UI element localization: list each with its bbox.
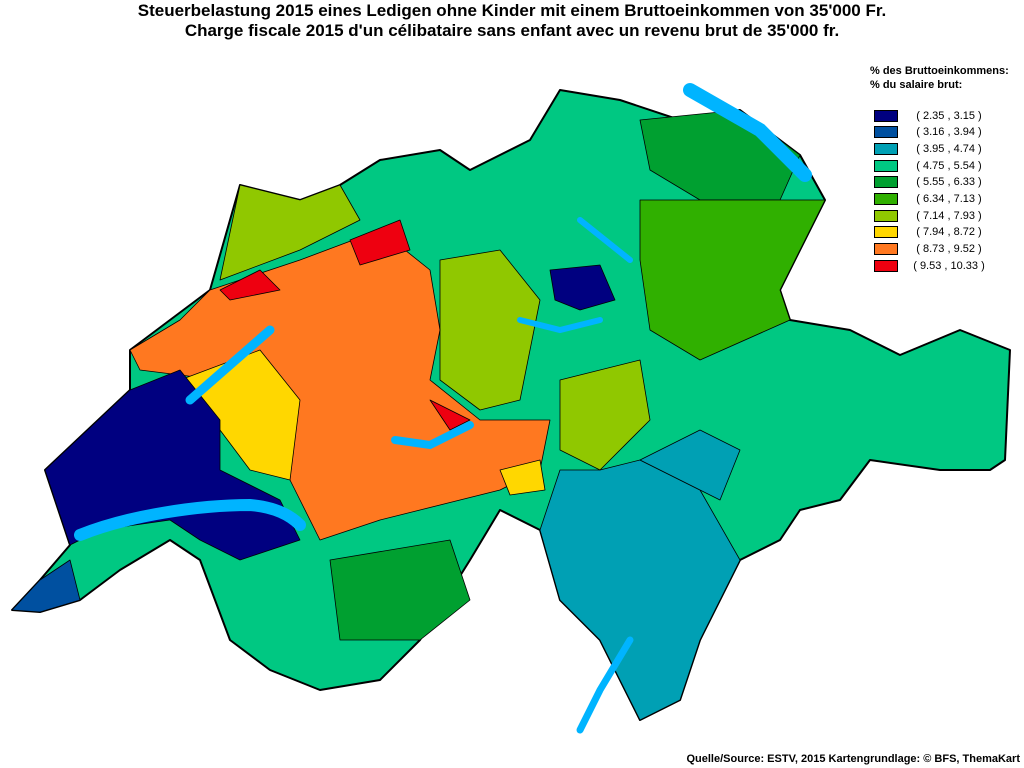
region-east bbox=[639, 199, 826, 361]
legend-swatch bbox=[874, 142, 898, 155]
legend-label: ( 4.75 , 5.54 ) bbox=[916, 159, 982, 172]
legend-swatch bbox=[874, 226, 898, 239]
region-oberhasli bbox=[499, 459, 546, 496]
legend-label: ( 5.55 , 6.33 ) bbox=[916, 176, 982, 189]
lake-thun bbox=[391, 421, 474, 450]
legend-item: ( 8.73 , 9.52 ) bbox=[874, 241, 994, 258]
region-lucerne bbox=[439, 249, 541, 411]
region-biel-red bbox=[349, 219, 411, 266]
legend-swatch bbox=[874, 176, 898, 189]
lake-neuchatel bbox=[185, 325, 275, 405]
legend-swatch bbox=[874, 259, 898, 272]
legend-item: ( 3.95 , 4.74 ) bbox=[874, 140, 994, 157]
legend-label: ( 8.73 , 9.52 ) bbox=[916, 243, 982, 256]
legend-swatch bbox=[874, 193, 898, 206]
legend-item: ( 7.94 , 8.72 ) bbox=[874, 224, 994, 241]
legend-label: ( 6.34 , 7.13 ) bbox=[916, 193, 982, 206]
legend-swatch bbox=[874, 126, 898, 139]
region-zug bbox=[549, 264, 616, 311]
lake-zurich bbox=[577, 217, 633, 263]
legend-label: ( 3.95 , 4.74 ) bbox=[916, 142, 982, 155]
legend-swatch bbox=[874, 159, 898, 172]
legend-label: ( 7.94 , 8.72 ) bbox=[916, 226, 982, 239]
legend-label: ( 9.53 , 10.33 ) bbox=[913, 259, 985, 272]
legend-item: ( 2.35 , 3.15 ) bbox=[874, 107, 994, 124]
legend-item: ( 5.55 , 6.33 ) bbox=[874, 174, 994, 191]
region-valais-green bbox=[329, 539, 471, 641]
legend-swatch bbox=[874, 209, 898, 222]
region-geneva bbox=[11, 559, 81, 613]
legend-title-french: % du salaire brut: bbox=[870, 79, 963, 91]
legend: ( 2.35 , 3.15 ) ( 3.16 , 3.94 ) ( 3.95 ,… bbox=[874, 107, 994, 274]
region-interlaken-red bbox=[429, 399, 471, 431]
region-jura-red bbox=[219, 269, 281, 301]
title-french: Charge fiscale 2015 d'un célibataire san… bbox=[184, 21, 840, 40]
region-jura-solothurn bbox=[219, 184, 361, 281]
lakes bbox=[74, 83, 812, 734]
title-german: Steuerbelastung 2015 eines Ledigen ohne … bbox=[137, 1, 887, 20]
legend-item: ( 7.14 , 7.93 ) bbox=[874, 207, 994, 224]
lake-constance bbox=[683, 83, 812, 182]
lake-lucerne bbox=[517, 317, 603, 334]
source-credit: Quelle/Source: ESTV, 2015 Kartengrundlag… bbox=[686, 753, 1020, 765]
legend-item: ( 4.75 , 5.54 ) bbox=[874, 157, 994, 174]
legend-swatch bbox=[874, 109, 898, 122]
legend-label: ( 2.35 , 3.15 ) bbox=[916, 109, 982, 122]
legend-item: ( 9.53 , 10.33 ) bbox=[874, 257, 994, 274]
legend-label: ( 3.16 , 3.94 ) bbox=[916, 126, 982, 139]
region-graubuenden-teal bbox=[639, 429, 741, 501]
legend-title-german: % des Bruttoeinkommens: bbox=[870, 65, 1009, 77]
legend-item: ( 6.34 , 7.13 ) bbox=[874, 191, 994, 208]
legend-label: ( 7.14 , 7.93 ) bbox=[916, 209, 982, 222]
lake-geneva bbox=[74, 498, 306, 541]
legend-swatch bbox=[874, 243, 898, 256]
legend-item: ( 3.16 , 3.94 ) bbox=[874, 124, 994, 141]
lake-maggiore bbox=[576, 636, 634, 734]
region-uri bbox=[559, 359, 651, 471]
